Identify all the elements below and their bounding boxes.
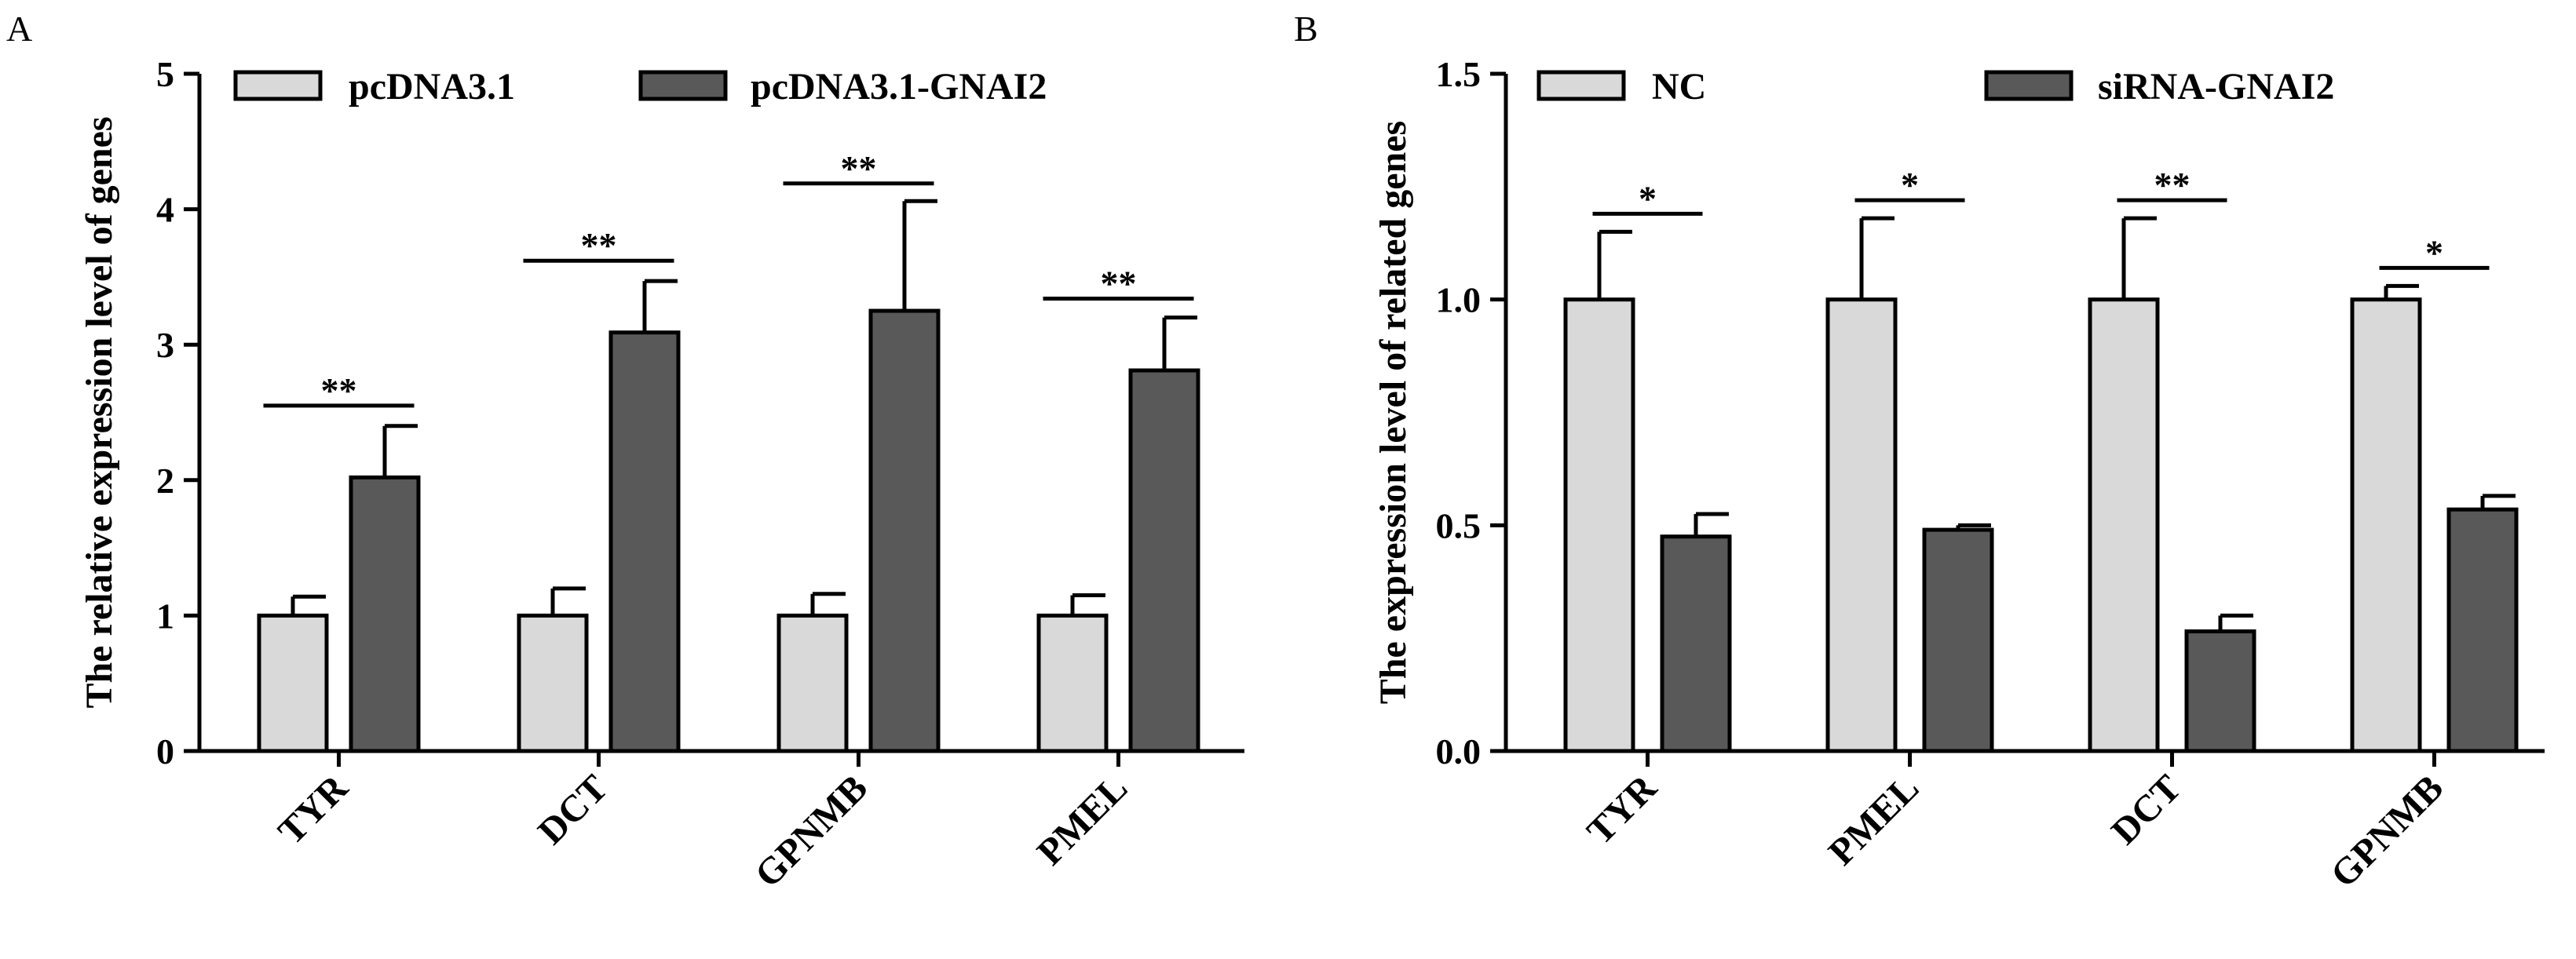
x-tick-label: GPNMB	[747, 767, 875, 895]
bar-pcdna3-1-gnai2	[1128, 368, 1200, 753]
bar-nc	[2350, 297, 2422, 753]
y-tick-label: 4	[156, 190, 174, 230]
bar-sirna-gnai2	[1660, 534, 1732, 753]
y-axis-label: The expression level of related genes	[1372, 121, 1414, 704]
panel-letter-a: A	[6, 9, 32, 49]
legend-swatch	[1536, 70, 1626, 101]
bar-pcdna3-1-gnai2	[349, 475, 421, 753]
y-tick-label: 5	[156, 54, 174, 94]
x-tick-label: PMEL	[1821, 767, 1927, 873]
significance-stars: **	[321, 370, 357, 410]
y-axis-label: The relative expression level of genes	[79, 116, 120, 708]
x-tick-label: TYR	[1579, 766, 1665, 852]
bar-nc	[2088, 297, 2160, 753]
legend-label: pcDNA3.1	[349, 66, 515, 108]
y-tick-label: 1.0	[1436, 280, 1482, 320]
bar-pcdna3-1	[776, 613, 849, 753]
bar-pcdna3-1	[517, 613, 589, 753]
significance-stars: *	[1901, 165, 1919, 205]
y-tick-label: 2	[156, 461, 174, 501]
x-tick-label: DCT	[2103, 767, 2189, 852]
legend-swatch	[638, 70, 728, 101]
significance-stars: **	[1101, 264, 1137, 304]
y-tick-label: 0.5	[1436, 505, 1482, 545]
significance-stars: *	[2425, 232, 2443, 272]
bar-sirna-gnai2	[2184, 629, 2256, 753]
y-tick-label: 1.5	[1436, 54, 1482, 94]
legend-label: siRNA-GNAI2	[2098, 66, 2334, 108]
x-tick-label: DCT	[530, 767, 616, 852]
x-tick-label: GPNMB	[2322, 767, 2451, 895]
bar-pcdna3-1-gnai2	[608, 330, 681, 753]
bar-sirna-gnai2	[2446, 507, 2519, 753]
bar-nc	[1563, 297, 1635, 753]
bar-pcdna3-1-gnai2	[868, 308, 941, 753]
legend-label: pcDNA3.1-GNAI2	[751, 66, 1047, 108]
y-tick-label: 0.0	[1436, 731, 1482, 771]
panel-letter-b: B	[1294, 9, 1318, 49]
significance-stars: **	[841, 148, 877, 188]
significance-stars: **	[581, 225, 617, 265]
y-tick-label: 3	[156, 325, 174, 365]
x-tick-label: TYR	[270, 766, 356, 852]
legend-swatch	[1984, 70, 2074, 101]
bar-sirna-gnai2	[1922, 527, 1994, 753]
bar-pcdna3-1	[257, 613, 329, 753]
legend-label: NC	[1652, 66, 1706, 108]
legend-swatch	[233, 70, 323, 101]
panel-a-chart: 0 1 2 3 4 5 The relative expression level of g…	[79, 54, 1244, 895]
bar-nc	[1825, 297, 1898, 753]
y-tick-label: 1	[156, 596, 174, 636]
x-tick-label: PMEL	[1029, 767, 1136, 873]
significance-stars: *	[1639, 178, 1657, 218]
y-tick-label: 0	[156, 731, 174, 771]
panel-b-chart: 0.0 0.5 1.0 1.5 The expression level of rela…	[1372, 54, 2545, 895]
bar-pcdna3-1	[1036, 613, 1109, 753]
significance-stars: **	[2154, 165, 2191, 205]
